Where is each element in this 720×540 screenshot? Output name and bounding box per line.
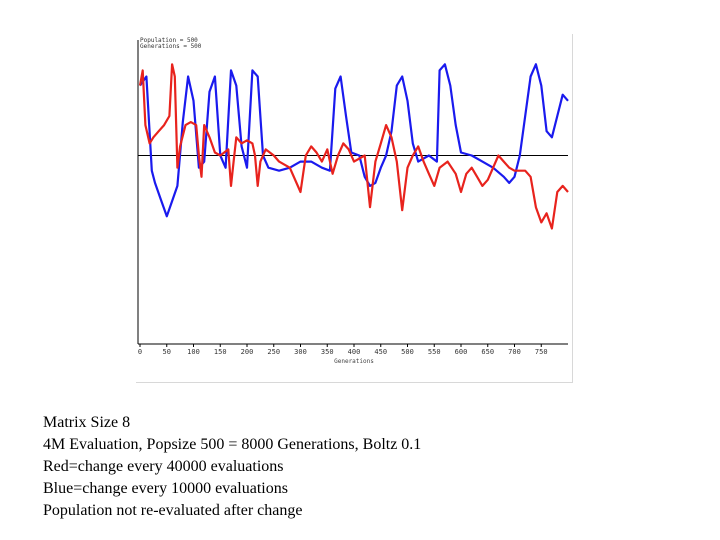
- x-tick-label: 450: [374, 348, 387, 356]
- x-tick-label: 250: [267, 348, 280, 356]
- series-group: [138, 63, 569, 230]
- x-tick-label: 600: [455, 348, 468, 356]
- x-tick-label: 350: [321, 348, 334, 356]
- x-tick-label: 400: [348, 348, 361, 356]
- x-tick-label: 50: [163, 348, 171, 356]
- legend-entry: Population = 500: [140, 37, 198, 44]
- caption-line-red-legend: Red=change every 40000 evaluations: [43, 458, 284, 475]
- x-tick-label: 300: [294, 348, 307, 356]
- caption-line-matrix-size: Matrix Size 8: [43, 414, 131, 431]
- caption-line-evaluation: 4M Evaluation, Popsize 500 = 8000 Genera…: [43, 436, 422, 453]
- chart-panel: Population = 500 Generations = 500 0 50 100…: [136, 34, 573, 383]
- caption-line-population-note: Population not re-evaluated after change: [43, 502, 303, 519]
- x-tick-label: 750: [535, 348, 548, 356]
- x-tick-label: 100: [187, 348, 200, 356]
- x-tick-label: 150: [214, 348, 227, 356]
- x-tick-label: 200: [241, 348, 254, 356]
- x-tick-label: 650: [481, 348, 494, 356]
- caption-line-blue-legend: Blue=change every 10000 evaluations: [43, 480, 288, 497]
- series-line-red: [138, 63, 569, 230]
- x-tick-label: 700: [508, 348, 521, 356]
- x-tick-label: 500: [401, 348, 414, 356]
- x-tick-label: 0: [138, 348, 142, 356]
- caption: Matrix Size 8 4M Evaluation, Popsize 500…: [43, 412, 421, 522]
- x-axis-label: Generations: [334, 358, 374, 365]
- legend-entry: Generations = 500: [140, 43, 202, 50]
- x-ticks: 0 50 100 150 200 250 300 350 400 450 500 550 600 650 7…: [138, 344, 548, 356]
- x-tick-label: 550: [428, 348, 441, 356]
